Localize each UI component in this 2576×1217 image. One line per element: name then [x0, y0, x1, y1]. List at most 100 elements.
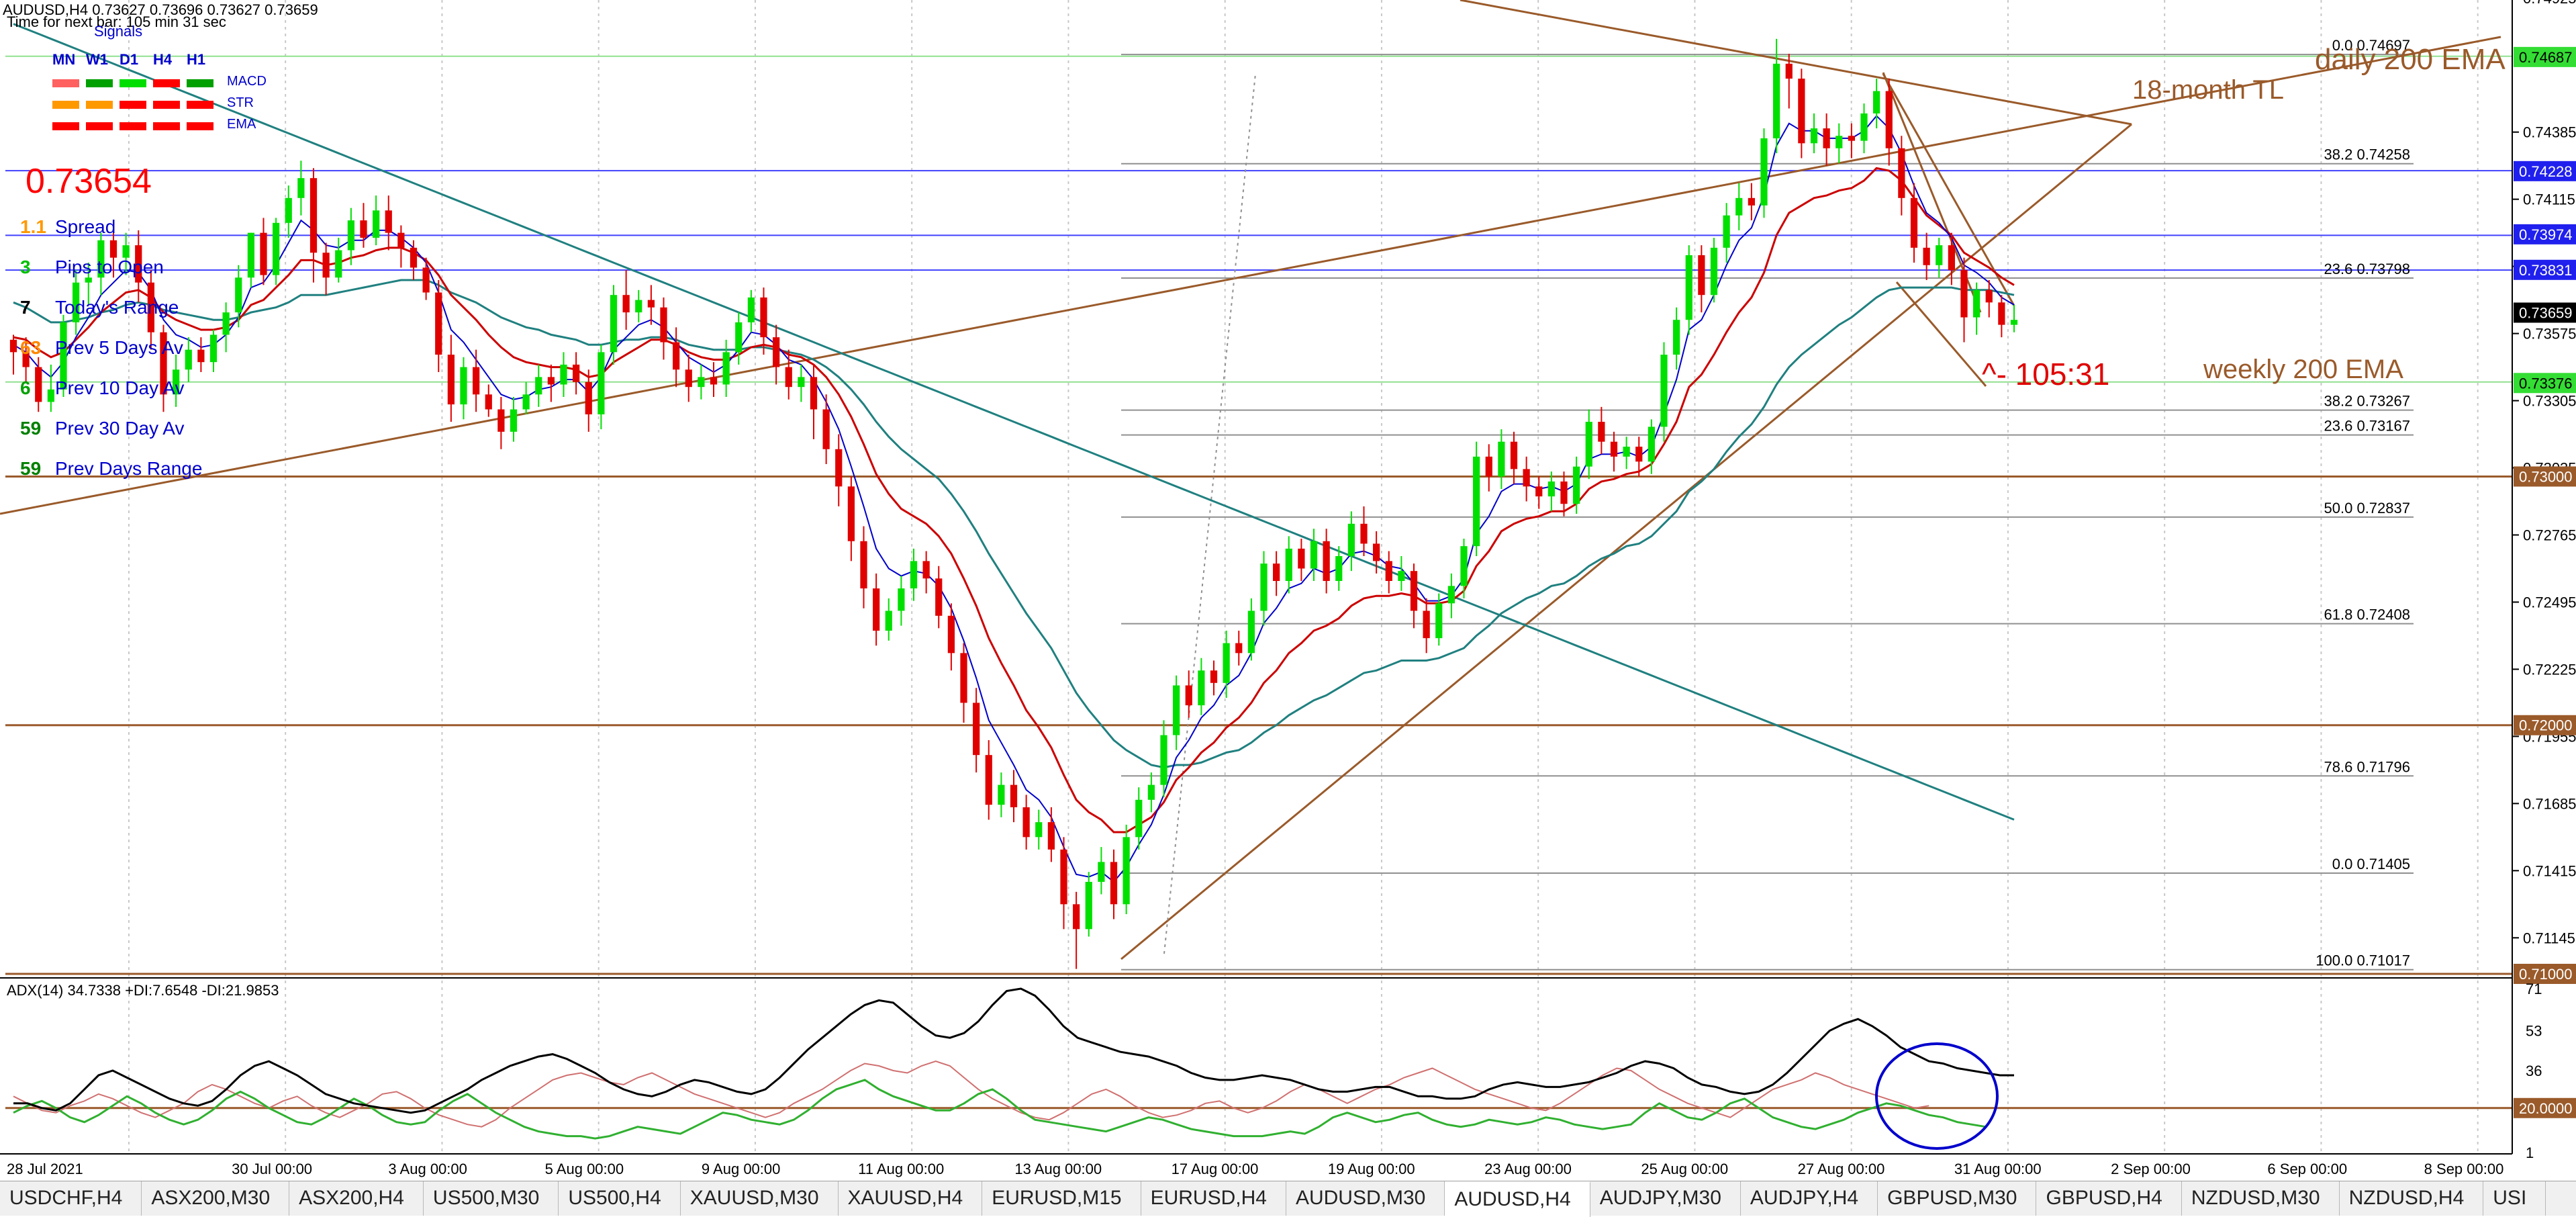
candle-body — [322, 253, 330, 278]
candle-body — [1547, 481, 1555, 497]
candle-body — [685, 369, 692, 388]
symbol-tab[interactable]: AUDUSD,M30 — [1286, 1181, 1445, 1216]
symbol-tab[interactable]: AUDJPY,M30 — [1590, 1181, 1741, 1216]
fib-label: 23.6 0.73798 — [2324, 261, 2410, 277]
minus-di-line — [13, 1061, 1929, 1128]
candle-body — [1160, 735, 1167, 785]
candle-body — [1998, 302, 2005, 325]
signal-swatch — [52, 101, 79, 109]
candle-body — [822, 409, 830, 449]
candle-body — [985, 755, 992, 805]
x-tick-label: 2 Sep 00:00 — [2111, 1161, 2191, 1177]
candle-body — [773, 337, 780, 367]
symbol-tab[interactable]: AUDUSD,H4 — [1445, 1181, 1590, 1217]
info-value: 1.1 — [20, 216, 46, 237]
candle-body — [285, 197, 292, 223]
info-label: Spread — [55, 216, 116, 237]
candle-body — [73, 282, 80, 322]
candle-body — [1985, 289, 1993, 303]
candle-body — [1560, 481, 1568, 504]
signal-swatch — [86, 122, 113, 130]
candle-body — [209, 334, 218, 363]
symbol-tab[interactable]: GBPUSD,M30 — [1878, 1181, 2037, 1216]
symbol-tab[interactable]: NZDUSD,M30 — [2182, 1181, 2340, 1216]
candle-body — [898, 588, 905, 611]
candle-body — [1435, 603, 1443, 639]
candle-body — [1710, 247, 1718, 296]
x-tick-label: 3 Aug 00:00 — [388, 1161, 467, 1177]
candle-body — [35, 367, 42, 402]
info-label: Prev Days Range — [55, 458, 203, 479]
candle-body — [1098, 862, 1105, 883]
symbol-tab[interactable]: XAUUSD,M30 — [681, 1181, 839, 1216]
weekly-ema-label: weekly 200 EMA — [2203, 355, 2403, 384]
y-tick-label: 0.74115 — [2523, 191, 2575, 208]
candle-body — [460, 367, 467, 405]
signal-timeframe: H4 — [153, 51, 173, 68]
candle-body — [1360, 523, 1368, 544]
adx-tick-label: 1 — [2526, 1144, 2534, 1161]
price-tag — [2514, 466, 2576, 487]
info-row: 59 Prev Days Range — [20, 458, 248, 485]
candle-body — [1723, 215, 1730, 248]
candle-body — [785, 367, 792, 388]
y-tick-label: 0.72765 — [2523, 527, 2576, 543]
candle-body — [22, 352, 30, 367]
candle-body — [1110, 862, 1118, 905]
symbol-tab[interactable]: US500,H4 — [559, 1181, 681, 1216]
candle-body — [235, 277, 242, 313]
signal-swatch — [153, 122, 180, 130]
candle-body — [860, 541, 867, 589]
info-label: Prev 30 Day Av — [55, 418, 185, 439]
candle-body — [122, 245, 130, 258]
x-tick-label: 6 Sep 00:00 — [2267, 1161, 2347, 1177]
candle-body — [1310, 541, 1318, 569]
signal-timeframe: MN — [52, 51, 76, 68]
symbol-tab[interactable]: GBPUSD,H4 — [2036, 1181, 2182, 1216]
candle-body — [1223, 643, 1230, 683]
candle-body — [435, 292, 442, 355]
symbol-tab[interactable]: EURUSD,H4 — [1141, 1181, 1286, 1216]
candle-body — [2010, 320, 2018, 325]
symbol-line: AUDUSD,H4 0.73627 0.73696 0.73627 0.7365… — [3, 1, 318, 18]
candle-body — [1760, 138, 1768, 206]
adx-tick-label: 36 — [2526, 1063, 2542, 1079]
price-tag — [2514, 715, 2576, 735]
x-tick-label: 30 Jul 00:00 — [232, 1161, 312, 1177]
symbol-tab[interactable]: US500,M30 — [424, 1181, 559, 1216]
symbol-tab[interactable]: EURUSD,M15 — [982, 1181, 1141, 1216]
candle-body — [397, 232, 405, 248]
candle-body — [1323, 541, 1330, 581]
symbol-tab[interactable]: XAUUSD,H4 — [839, 1181, 983, 1216]
candle-body — [135, 245, 142, 283]
y-tick-label: 0.71145 — [2523, 930, 2575, 946]
symbol-tabs: USDCHF,H4 ASX200,M30 ASX200,H4 US500,M30 US5… — [0, 1181, 2576, 1217]
candle-body — [660, 307, 667, 343]
symbol-tab[interactable]: ASX200,M30 — [142, 1181, 290, 1216]
candle-body — [485, 394, 492, 410]
price-tag-label: 0.73376 — [2519, 375, 2573, 392]
symbol-tab[interactable]: NZDUSD,H4 — [2340, 1181, 2484, 1216]
ema-200-line — [13, 23, 2015, 821]
candle-body — [1898, 148, 1905, 198]
signal-swatch — [52, 122, 79, 130]
candle-body — [1173, 685, 1180, 735]
price-tag — [2514, 302, 2576, 323]
candle-body — [610, 295, 618, 353]
signal-swatch — [120, 79, 146, 87]
symbol-tab[interactable]: USI — [2483, 1181, 2546, 1216]
symbol-tab[interactable]: AUDJPY,H4 — [1741, 1181, 1878, 1216]
symbol-tab[interactable]: ASX200,H4 — [289, 1181, 424, 1216]
symbol-tab[interactable]: USDCHF,H4 — [0, 1181, 142, 1216]
moving-averages — [13, 23, 2015, 883]
y-tick-label: 0.71415 — [2523, 862, 2576, 879]
fib-label: 0.0 0.74697 — [2332, 37, 2410, 54]
candle-body — [1085, 882, 1092, 930]
candle-body — [260, 232, 267, 275]
candle-body — [1873, 91, 1880, 114]
candle-body — [1748, 197, 1755, 206]
month-tl-label: 18-month TL — [2132, 75, 2285, 105]
candle-body — [197, 349, 205, 363]
price-chart[interactable]: 0.0 0.74697 38.2 0.74258 23.6 0.73798 38.2 … — [0, 0, 2576, 1181]
signal-swatch — [86, 101, 113, 109]
